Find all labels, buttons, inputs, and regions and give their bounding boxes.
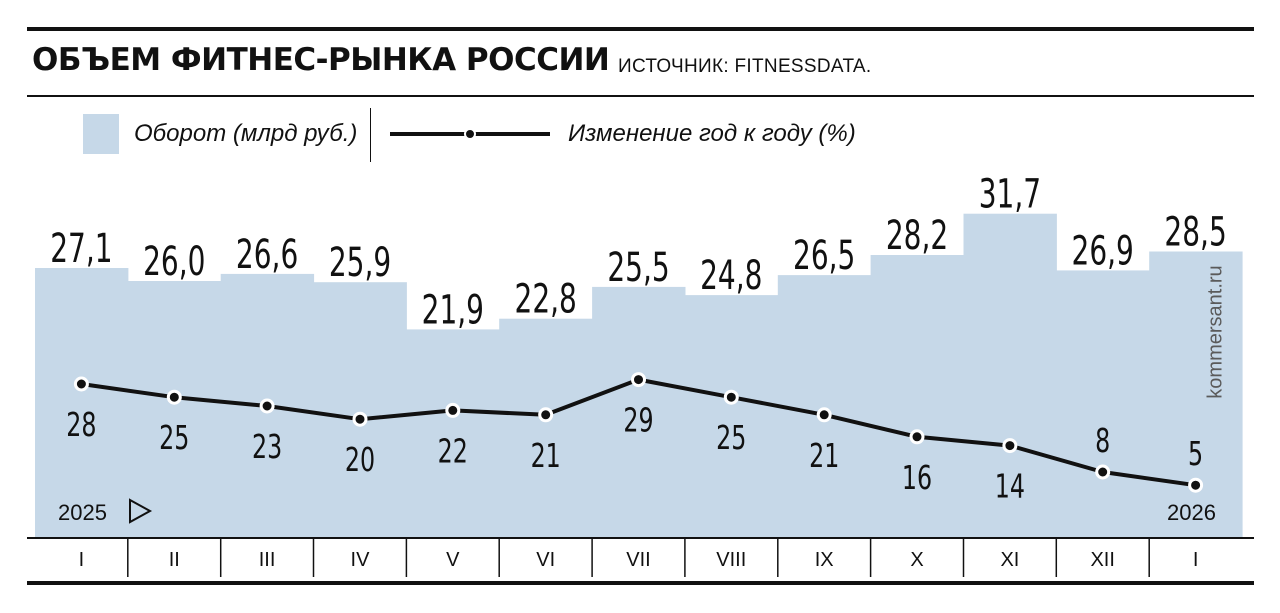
month-label: VII	[626, 549, 650, 571]
yoy-value-label: 5	[1188, 434, 1203, 473]
play-triangle-icon	[129, 498, 153, 524]
yoy-value-label: 28	[66, 405, 96, 444]
yoy-point	[445, 402, 461, 418]
yoy-value-label: 20	[345, 440, 375, 479]
yoy-value-label: 8	[1095, 421, 1110, 460]
month-label: VI	[536, 549, 555, 571]
turnover-value-label: 31,7	[979, 172, 1041, 218]
turnover-value-label: 26,0	[143, 239, 205, 285]
turnover-bar	[592, 286, 686, 537]
turnover-value-label: 21,9	[422, 287, 484, 333]
yoy-value-label: 23	[252, 427, 282, 466]
legend-bar-swatch	[83, 114, 119, 154]
turnover-bar	[127, 281, 222, 537]
yoy-point	[352, 411, 368, 427]
turnover-value-label: 26,5	[793, 233, 855, 279]
yoy-point	[259, 398, 275, 414]
turnover-value-label: 28,2	[886, 213, 948, 259]
legend-line-marker	[390, 128, 550, 140]
watermark: kommersant.ru	[1204, 265, 1227, 399]
yoy-point	[723, 389, 739, 405]
year-start-label: 2025	[58, 500, 107, 525]
month-label: V	[446, 549, 460, 571]
turnover-bar	[1056, 270, 1150, 537]
year-end-label: 2026	[1167, 500, 1216, 525]
turnover-bar	[684, 295, 779, 537]
month-label: VIII	[716, 549, 746, 571]
yoy-point	[73, 376, 89, 392]
chart-source: ИСТОЧНИК: FITNESSDATA.	[618, 56, 872, 77]
yoy-point	[1002, 438, 1018, 454]
turnover-value-label: 28,5	[1164, 210, 1226, 256]
yoy-point	[631, 372, 646, 388]
turnover-bar	[1149, 251, 1243, 537]
turnover-bar	[963, 213, 1057, 537]
yoy-value-label: 25	[716, 418, 746, 457]
month-label: IX	[815, 549, 834, 571]
yoy-point	[166, 389, 182, 405]
month-label: XI	[1000, 549, 1019, 571]
yoy-point	[1095, 464, 1111, 480]
turnover-value-label: 25,5	[607, 245, 669, 291]
chart-title: ОБЪЕМ ФИТНЕС-РЫНКА РОССИИ	[32, 42, 610, 78]
turnover-value-label: 24,8	[700, 253, 762, 299]
turnover-bar	[406, 329, 500, 537]
legend-separator	[370, 108, 371, 162]
yoy-point	[816, 407, 832, 423]
yoy-value-label: 25	[159, 418, 189, 457]
month-label: IV	[351, 549, 371, 571]
yoy-value-label: 29	[623, 401, 653, 440]
turnover-value-label: 25,9	[329, 240, 391, 286]
turnover-value-label: 26,6	[236, 232, 298, 278]
header-rule	[27, 95, 1254, 97]
turnover-value-label: 26,9	[1072, 228, 1134, 274]
month-label: X	[910, 549, 923, 571]
yoy-value-label: 21	[809, 436, 839, 475]
turnover-value-label: 27,1	[50, 226, 112, 272]
month-label: III	[259, 549, 276, 571]
month-label: I	[1193, 549, 1199, 571]
month-label: I	[79, 549, 85, 571]
yoy-value-label: 14	[995, 467, 1025, 506]
yoy-point	[1188, 477, 1204, 493]
turnover-bar	[313, 282, 407, 537]
legend-bar-label: Оборот (млрд руб.)	[134, 120, 358, 147]
turnover-bar	[499, 318, 593, 537]
yoy-value-label: 21	[531, 436, 561, 475]
turnover-bar	[777, 275, 872, 537]
month-label: II	[169, 549, 180, 571]
month-label: XII	[1090, 549, 1114, 571]
yoy-value-label: 22	[438, 431, 468, 470]
yoy-point	[538, 407, 554, 423]
turnover-bar	[35, 268, 129, 537]
top-rule	[27, 27, 1254, 31]
turnover-value-label: 22,8	[515, 277, 577, 323]
axis-top-rule	[27, 537, 1254, 539]
yoy-value-label: 16	[902, 458, 932, 497]
turnover-bar	[870, 255, 964, 537]
yoy-point	[909, 429, 925, 445]
legend-line-label: Изменение год к году (%)	[568, 120, 856, 147]
bottom-rule	[27, 581, 1254, 585]
